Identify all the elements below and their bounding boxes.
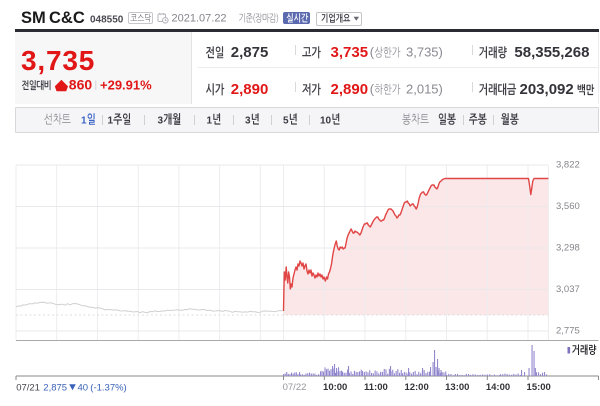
svg-text:3,735: 3,735 — [331, 44, 369, 61]
svg-text:14:00: 14:00 — [486, 382, 510, 393]
svg-text:1: 1 — [108, 116, 114, 127]
svg-text:40: 40 — [78, 382, 89, 393]
svg-text:3: 3 — [245, 116, 251, 127]
svg-text:3,735): 3,735) — [406, 45, 443, 60]
svg-text:07/22: 07/22 — [283, 382, 307, 393]
svg-text:10:00: 10:00 — [323, 382, 347, 393]
svg-text:048550: 048550 — [90, 15, 124, 26]
svg-text:2021.07.22: 2021.07.22 — [172, 13, 227, 25]
svg-text:2,890: 2,890 — [231, 81, 269, 98]
svg-text:3,735: 3,735 — [21, 45, 95, 76]
svg-text:12:00: 12:00 — [404, 382, 428, 393]
svg-text:1: 1 — [207, 116, 213, 127]
svg-text:5: 5 — [283, 116, 289, 127]
svg-text:3,560: 3,560 — [556, 201, 580, 212]
svg-text:2,015): 2,015) — [406, 82, 443, 97]
svg-text:3,822: 3,822 — [556, 160, 580, 171]
svg-text:C&C: C&C — [49, 9, 85, 27]
svg-text:58,355,268: 58,355,268 — [514, 44, 589, 61]
svg-text:(-1.37%): (-1.37%) — [90, 382, 126, 393]
svg-text:2,775: 2,775 — [556, 326, 580, 337]
svg-text:11:00: 11:00 — [364, 382, 388, 393]
svg-text:3: 3 — [158, 116, 164, 127]
svg-text:2,890: 2,890 — [331, 81, 369, 98]
svg-text:203,092: 203,092 — [520, 81, 574, 98]
svg-text:+29.91%: +29.91% — [100, 77, 152, 92]
svg-text:(: ( — [370, 45, 375, 60]
svg-text:SM: SM — [21, 9, 46, 27]
svg-text:3,298: 3,298 — [556, 243, 580, 254]
svg-text:3,037: 3,037 — [556, 284, 580, 295]
svg-text:2,875: 2,875 — [231, 44, 269, 61]
svg-text:(: ( — [370, 82, 375, 97]
svg-text:15:00: 15:00 — [527, 382, 551, 393]
svg-text:07/21: 07/21 — [16, 382, 40, 393]
svg-text:10: 10 — [320, 116, 332, 127]
svg-text:1: 1 — [81, 116, 87, 127]
svg-text:13:00: 13:00 — [445, 382, 469, 393]
svg-text:860: 860 — [69, 76, 93, 92]
svg-text:2,875: 2,875 — [43, 382, 67, 393]
